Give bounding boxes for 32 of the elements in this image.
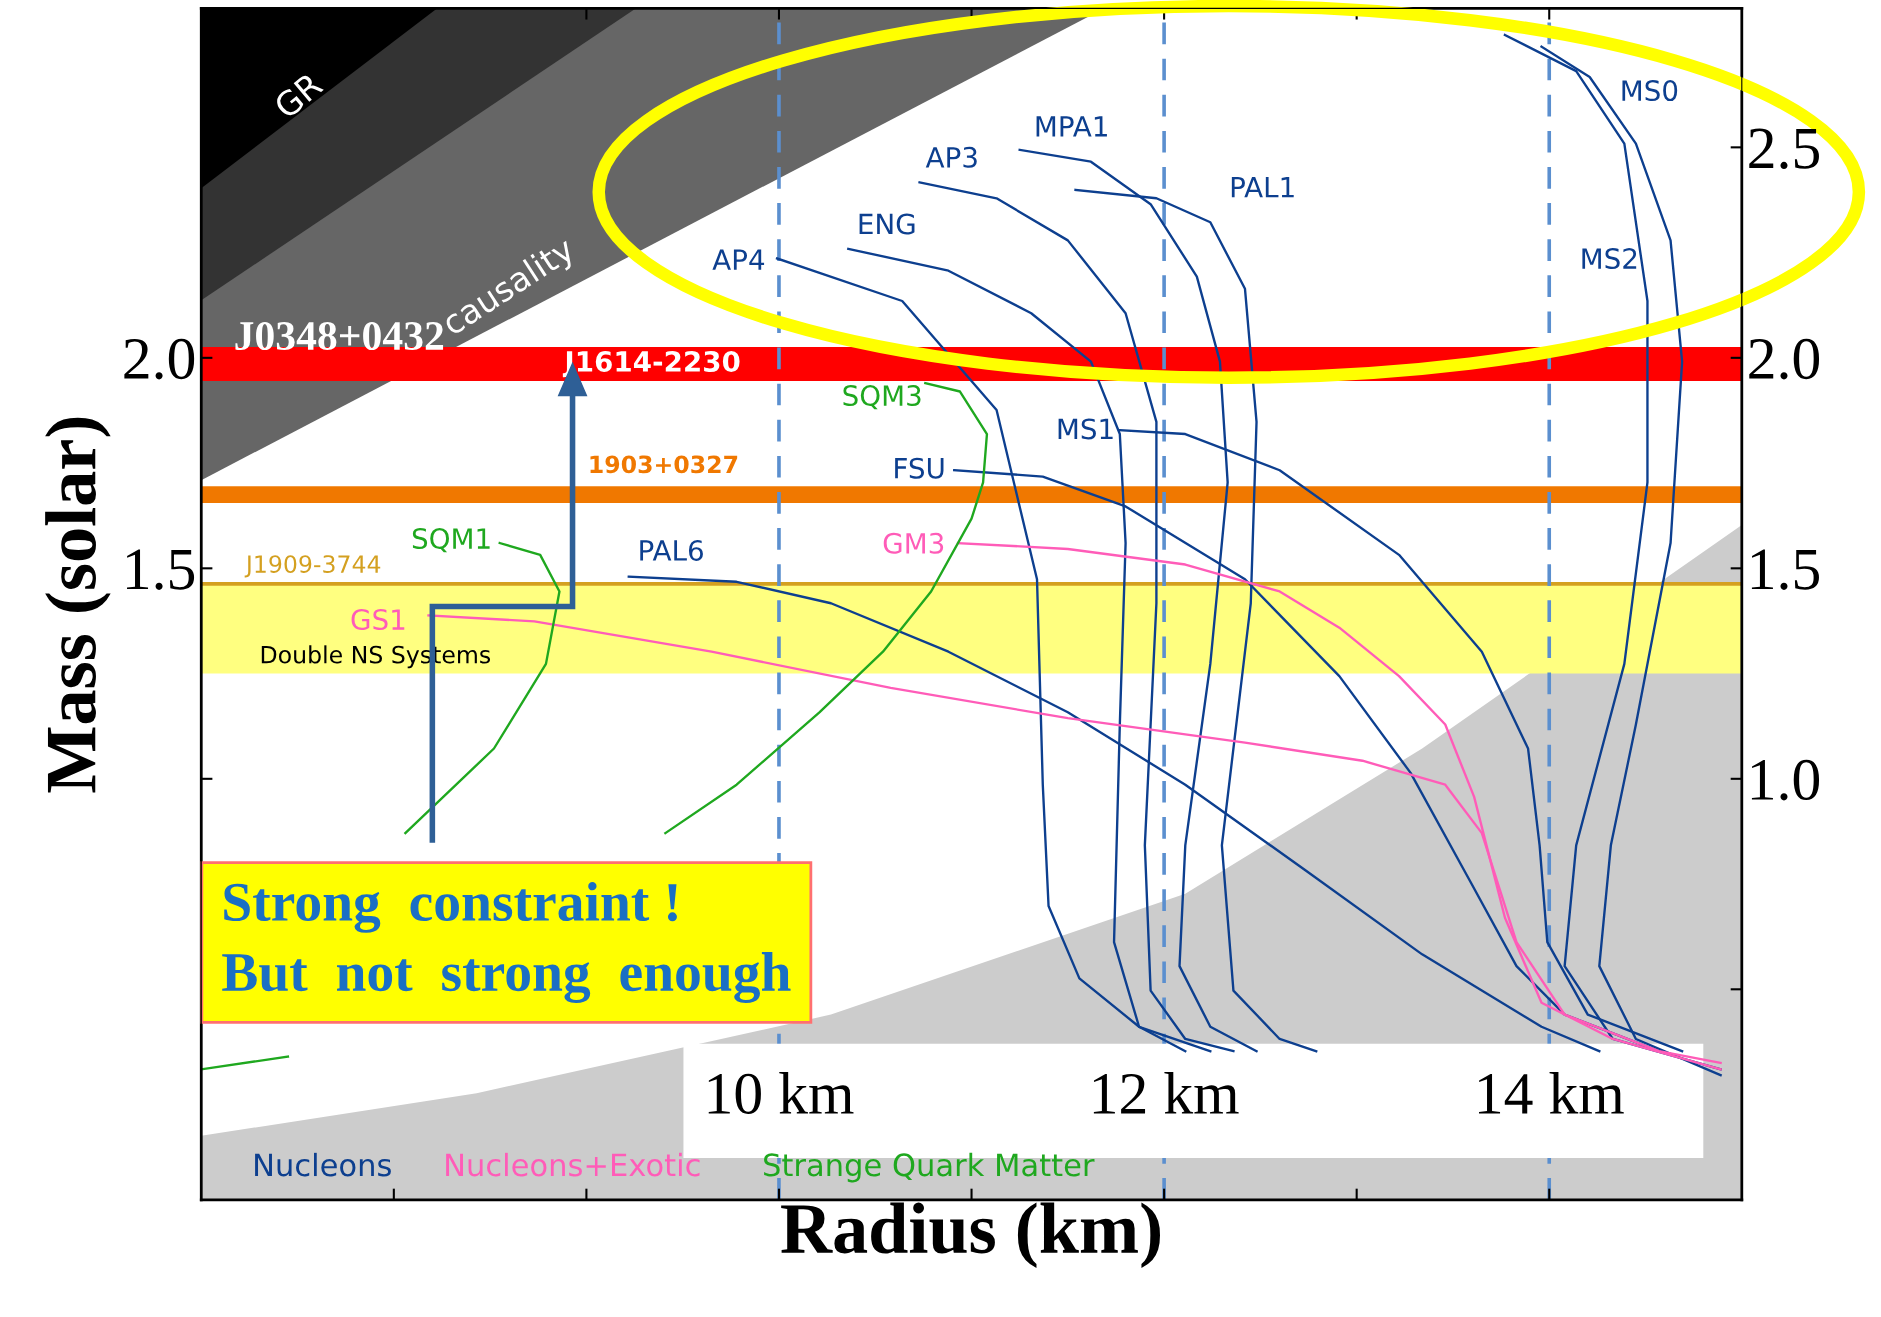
series-label: AP3 [925, 146, 977, 168]
ref-line-label: J1909-3744 [244, 555, 381, 578]
series-label: MPA1 [1036, 116, 1107, 137]
series-label: FSU [895, 457, 944, 479]
annotation: Strong constraint ! But not strong enough [222, 882, 791, 1003]
series-label: PAL1 [1231, 176, 1294, 198]
series-label: SQM1 [412, 528, 490, 553]
series-label: MS1 [1058, 418, 1113, 440]
band-label: J1614-2230 [562, 350, 740, 378]
series-label: MS0 [1622, 80, 1678, 102]
y-axis-title: Mass (solar) [45, 417, 111, 793]
y2-tick-label: 1.5 [1751, 549, 1819, 590]
y2-tick-label: 2.0 [1749, 338, 1820, 380]
series-label: PAL6 [640, 539, 703, 561]
annotation: Nucleons [255, 1152, 391, 1177]
annotation: J0348+0432 [235, 321, 444, 351]
series-label: ENG [859, 213, 915, 235]
series-label: GM3 [883, 532, 944, 554]
series-label: GS1 [351, 609, 405, 631]
series-label: SQM3 [843, 385, 921, 410]
annotation: Nucleons+Exotic [446, 1152, 700, 1177]
y2-tick-label: 2.5 [1749, 128, 1819, 169]
x-tick-label: 10 km [708, 1072, 854, 1115]
x-axis-title: Radius (km) [781, 1202, 1160, 1269]
annotation: GR [272, 70, 325, 120]
x-tick-label: 14 km [1479, 1072, 1624, 1114]
series-label: MS2 [1582, 248, 1637, 270]
y2-tick-label: 1.0 [1751, 759, 1820, 801]
annotation: Strange Quark Matter [764, 1152, 1095, 1183]
band-label: 1903+0327 [590, 455, 738, 474]
series-label: AP4 [712, 249, 765, 270]
x-tick-label: 12 km [1093, 1072, 1239, 1114]
